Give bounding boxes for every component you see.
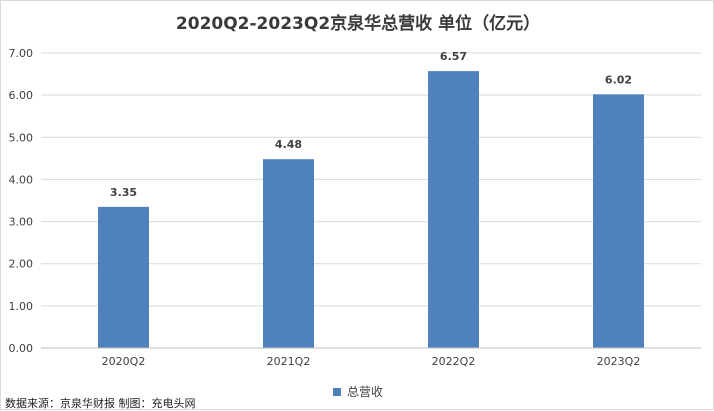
data-label: 6.57 <box>440 50 467 63</box>
x-tick-label: 2022Q2 <box>432 355 476 368</box>
legend-swatch <box>332 387 341 396</box>
y-tick-label: 6.00 <box>9 89 34 102</box>
data-label: 6.02 <box>605 73 632 86</box>
y-tick-label: 7.00 <box>9 47 34 60</box>
y-tick-label: 3.00 <box>9 216 34 229</box>
source-note: 数据来源：京泉华财报 制图：充电头网 <box>5 397 196 410</box>
x-tick-label: 2020Q2 <box>102 355 146 368</box>
data-label: 4.48 <box>275 138 302 151</box>
chart-title: 2020Q2-2023Q2京泉华总营收 单位（亿元） <box>175 14 541 34</box>
legend-label: 总营收 <box>346 385 383 399</box>
y-tick-label: 0.00 <box>9 342 34 355</box>
data-label: 3.35 <box>110 186 137 199</box>
legend: 总营收 <box>1 383 714 400</box>
bar <box>98 206 149 348</box>
x-tick-label: 2023Q2 <box>597 355 641 368</box>
y-tick-label: 5.00 <box>9 131 34 144</box>
y-tick-label: 4.00 <box>9 173 34 186</box>
bar <box>593 94 644 348</box>
bar <box>428 71 479 348</box>
y-tick-label: 2.00 <box>9 258 34 271</box>
y-tick-label: 1.00 <box>9 300 34 313</box>
x-tick-label: 2021Q2 <box>267 355 311 368</box>
bar <box>263 159 314 348</box>
